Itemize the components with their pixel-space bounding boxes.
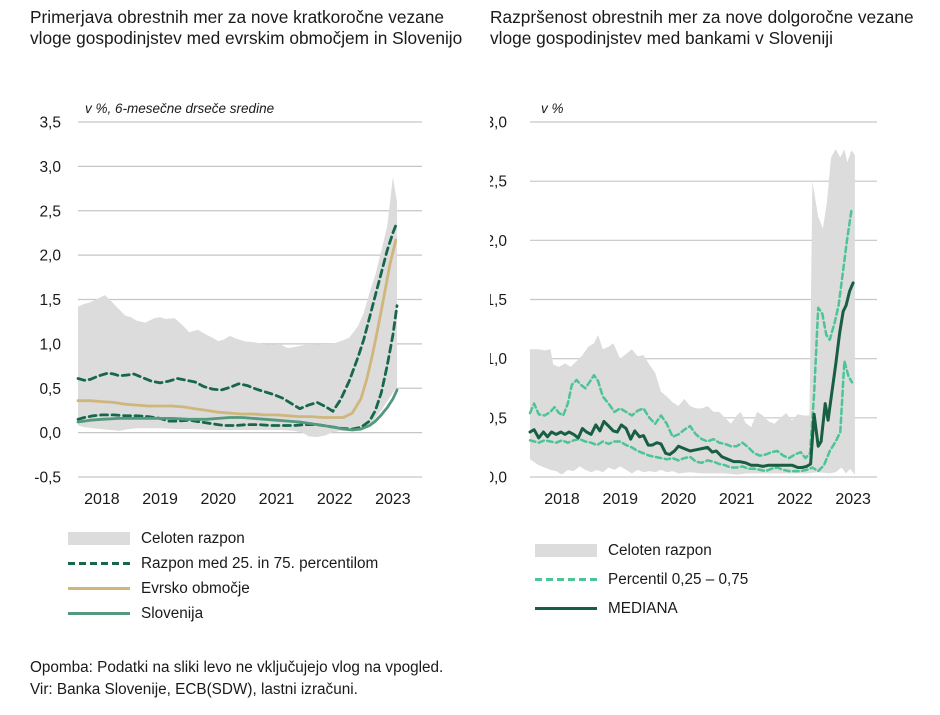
series-mediana	[528, 281, 855, 469]
legend-label: Celoten razpon	[608, 541, 712, 559]
dashed-line-swatch	[68, 562, 130, 565]
y-tick-label: 1,5	[490, 292, 507, 309]
left-chart-title: Primerjava obrestnih mer za nove kratkor…	[30, 7, 463, 48]
y-tick-label: 0,5	[490, 410, 507, 427]
series-percentil-75	[76, 220, 399, 413]
y-tick-label: 3,0	[39, 159, 61, 176]
y-tick-label: 0,0	[490, 470, 507, 487]
left-chart-legend: Celoten razpon Razpon med 25. in 75. per…	[68, 526, 378, 626]
series-slovenija	[76, 388, 399, 432]
y-tick-label: 2,5	[39, 203, 61, 220]
band-celoten-razpon	[530, 149, 855, 475]
legend-item-slovenija: Slovenija	[68, 601, 378, 626]
y-tick-label: 2,0	[39, 248, 61, 265]
note-vir: Vir: Banka Slovenije, ECB(SDW), lastni i…	[30, 681, 358, 698]
legend-item-celoten-razpon: Celoten razpon	[535, 536, 748, 565]
x-tick-label: 2021	[259, 491, 295, 508]
line-swatch	[68, 587, 130, 590]
legend-label: MEDIANA	[608, 599, 678, 617]
right-chart-unit-label: v %	[541, 101, 564, 116]
y-tick-label: 1,5	[39, 292, 61, 309]
legend-item-percentil-razpon: Razpon med 25. in 75. percentilom	[68, 551, 378, 576]
right-chart-plot: 3,0 2,5 2,0 1,5 1,0 0,5 0,0 2018 2019 2020 2021 202…	[490, 115, 877, 508]
series-evrsko-obmocje	[76, 238, 398, 419]
left-chart-plot: 3,5 3,0 2,5 2,0 1,5 1,0 0,5 0,0 -0,5 2018 2019 2020…	[34, 115, 422, 508]
legend-item-percentil: Percentil 0,25 – 0,75	[535, 565, 748, 594]
legend-label: Evrsko območje	[141, 579, 250, 597]
y-tick-label: 2,5	[490, 174, 507, 191]
y-tick-label: 0,0	[39, 425, 61, 442]
legend-item-mediana: MEDIANA	[535, 594, 748, 623]
legend-item-celoten-razpon: Celoten razpon	[68, 526, 378, 551]
x-tick-label: 2022	[777, 491, 813, 508]
x-tick-label: 2018	[544, 491, 580, 508]
right-chart-title: Razpršenost obrestnih mer za nove dolgor…	[490, 7, 914, 48]
x-tick-label: 2019	[602, 491, 638, 508]
series-percentil-025	[528, 359, 854, 473]
y-tick-label: 2,0	[490, 233, 507, 250]
legend-item-evrsko-obmocje: Evrsko območje	[68, 576, 378, 601]
band-celoten-razpon	[78, 177, 397, 438]
note-opomba: Opomba: Podatki na sliki levo ne vključu…	[30, 659, 444, 676]
right-chart-legend: Celoten razpon Percentil 0,25 – 0,75 MED…	[535, 536, 748, 623]
left-chart-unit-label: v %, 6-mesečne drseče sredine	[85, 101, 275, 116]
y-tick-label: 0,5	[39, 381, 61, 398]
line-swatch	[535, 607, 597, 610]
y-tick-label: 3,5	[39, 115, 61, 132]
notes: Opomba: Podatki na sliki levo ne vključu…	[30, 657, 443, 701]
y-tick-label: 1,0	[490, 351, 507, 368]
area-swatch	[68, 532, 130, 545]
y-tick-label: -0,5	[34, 470, 61, 487]
legend-label: Razpon med 25. in 75. percentilom	[141, 554, 379, 572]
x-tick-label: 2020	[661, 491, 697, 508]
x-tick-label: 2023	[835, 491, 871, 508]
series-percentil-25	[76, 304, 399, 431]
series-percentil-075	[528, 209, 853, 460]
legend-label: Slovenija	[141, 604, 204, 622]
legend-label: Percentil 0,25 – 0,75	[608, 570, 749, 588]
line-swatch	[68, 612, 130, 615]
x-tick-label: 2019	[142, 491, 178, 508]
area-swatch	[535, 544, 597, 557]
x-tick-label: 2018	[84, 491, 120, 508]
legend-label: Celoten razpon	[141, 529, 245, 547]
y-tick-label: 3,0	[490, 115, 507, 132]
y-tick-label: 1,0	[39, 336, 61, 353]
x-tick-label: 2022	[317, 491, 353, 508]
x-tick-label: 2020	[200, 491, 236, 508]
dashed-line-swatch	[535, 578, 597, 581]
x-tick-label: 2021	[719, 491, 755, 508]
x-tick-label: 2023	[375, 491, 411, 508]
